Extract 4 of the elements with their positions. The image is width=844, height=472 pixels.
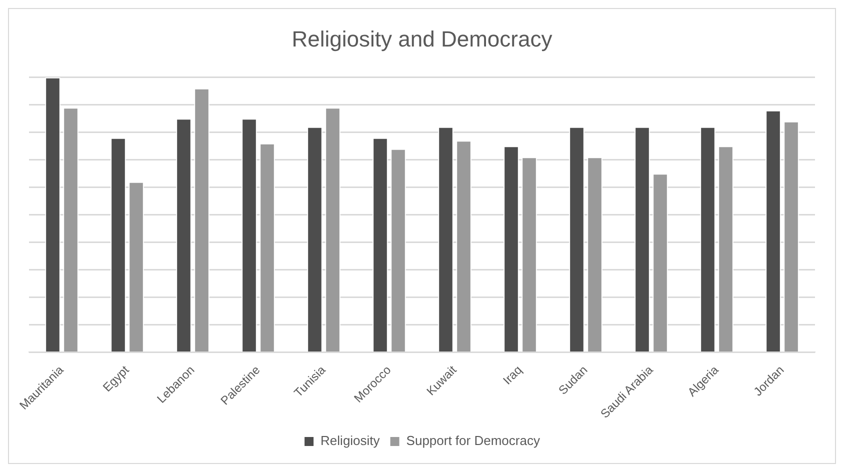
legend-label: Support for Democracy (406, 433, 540, 448)
chart-title: Religiosity and Democracy (292, 26, 552, 52)
legend-label: Religiosity (320, 433, 380, 448)
x-tick-label: Iraq (500, 362, 525, 388)
